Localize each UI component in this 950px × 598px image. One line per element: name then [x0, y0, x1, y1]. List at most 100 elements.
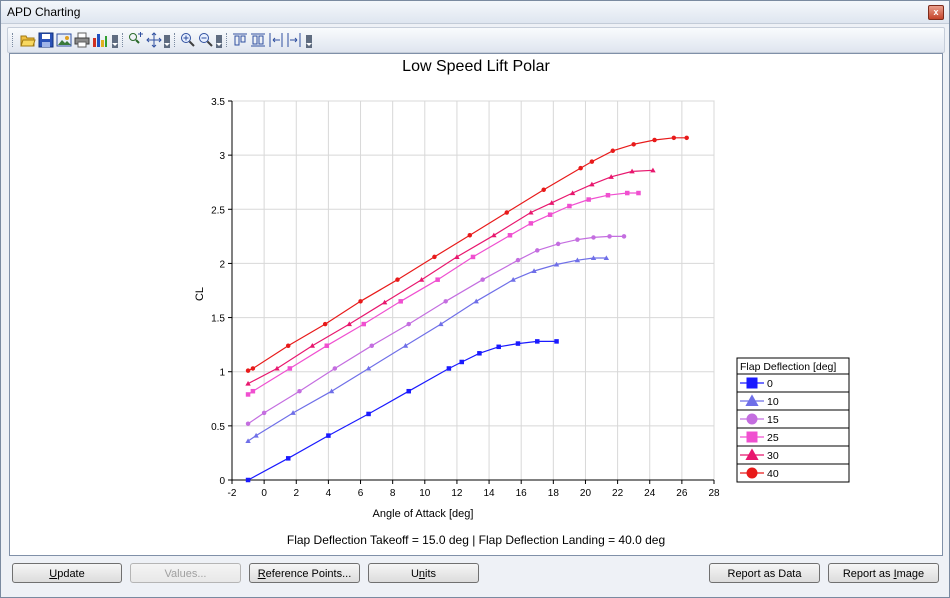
- print-icon[interactable]: [74, 32, 90, 48]
- zoom-window-icon[interactable]: [128, 32, 144, 48]
- toolbar-grip[interactable]: [12, 33, 15, 47]
- report-as-data-button[interactable]: Report as Data: [709, 563, 820, 583]
- data-point: [274, 365, 280, 371]
- series-line-0: [247, 340, 557, 481]
- data-point: [578, 165, 583, 171]
- x-tick-label: 14: [484, 488, 496, 499]
- data-point: [535, 339, 540, 344]
- x-tick-label: 10: [419, 488, 431, 499]
- open-folder-icon[interactable]: [20, 32, 36, 48]
- values-button[interactable]: Values...: [130, 563, 241, 583]
- data-point: [297, 388, 302, 394]
- x-tick-label: 16: [516, 488, 528, 499]
- data-point: [631, 142, 636, 147]
- legend-marker-0: [746, 377, 758, 389]
- data-point: [406, 321, 411, 327]
- x-tick-label: 22: [612, 488, 624, 499]
- lift-polar-chart: Low Speed Lift Polar -2 0 2 4 6 8 10 12 14 16 18 20…: [194, 58, 850, 547]
- series-line-10: [247, 257, 607, 442]
- data-point: [285, 456, 291, 461]
- export-image-icon[interactable]: [56, 32, 72, 48]
- layout-options-dropdown[interactable]: [306, 35, 312, 48]
- x-tick-label: 6: [358, 488, 364, 499]
- pan-crosshair-icon[interactable]: [146, 32, 162, 48]
- data-point: [477, 351, 482, 356]
- legend-entry-15: 15: [767, 414, 779, 426]
- align-bottoms-icon[interactable]: [250, 32, 266, 48]
- data-point: [290, 410, 296, 415]
- zoom-out-icon[interactable]: [198, 32, 214, 48]
- data-point: [591, 235, 596, 240]
- data-point: [245, 421, 251, 426]
- legend-entry-0: 0: [767, 378, 773, 390]
- stretch-right-icon[interactable]: [286, 32, 302, 48]
- report-as-image-button[interactable]: Report as Image: [828, 563, 939, 583]
- data-point: [245, 368, 251, 373]
- x-tick-label: -2: [228, 488, 237, 499]
- x-tick-label: 12: [451, 488, 463, 499]
- flap-deflection-note: Flap Deflection Takeoff = 15.0 deg | Fla…: [287, 533, 665, 547]
- data-point: [402, 343, 409, 348]
- data-point: [245, 438, 251, 444]
- data-point: [381, 299, 388, 305]
- x-tick-label: 24: [644, 488, 656, 499]
- data-point: [365, 365, 372, 371]
- data-point: [250, 388, 256, 394]
- x-tick-label: 20: [580, 488, 592, 499]
- data-point: [346, 321, 352, 327]
- toolbar-grip[interactable]: [174, 33, 177, 47]
- data-point: [443, 299, 448, 304]
- series-line-25: [247, 192, 639, 395]
- x-tick-label: 26: [676, 488, 688, 499]
- legend-entry-10: 10: [767, 396, 779, 408]
- update-button[interactable]: Update: [12, 563, 122, 583]
- data-point: [358, 299, 363, 304]
- data-point: [507, 233, 513, 238]
- data-point: [480, 277, 485, 282]
- series-40: [245, 135, 689, 373]
- data-point: [624, 190, 630, 196]
- data-point: [406, 388, 411, 394]
- y-tick-label: 0: [219, 476, 225, 487]
- zoom-in-icon[interactable]: [180, 32, 196, 48]
- series-10: [245, 255, 610, 444]
- data-point: [435, 277, 440, 282]
- pan-options-dropdown[interactable]: [164, 35, 170, 48]
- data-point: [549, 200, 555, 205]
- units-button[interactable]: Units: [368, 563, 479, 583]
- close-button[interactable]: x: [928, 5, 944, 20]
- legend-title: Flap Deflection [deg]: [740, 361, 836, 373]
- align-tops-icon[interactable]: [232, 32, 248, 48]
- x-tick-label: 2: [293, 488, 299, 499]
- data-point: [555, 241, 561, 247]
- stretch-left-icon[interactable]: [268, 32, 284, 48]
- data-point: [610, 148, 616, 154]
- toolbar-grip[interactable]: [226, 33, 229, 47]
- data-point: [515, 257, 521, 263]
- data-point: [245, 380, 251, 386]
- data-point: [496, 344, 501, 350]
- save-icon[interactable]: [38, 32, 54, 48]
- reference-points-button[interactable]: Reference Points...: [249, 563, 360, 583]
- data-point: [629, 168, 635, 174]
- y-tick-label: 1: [219, 368, 225, 379]
- chart-options-dropdown[interactable]: [112, 35, 118, 48]
- x-tick-label: 8: [390, 488, 396, 499]
- legend-entry-25: 25: [767, 432, 779, 444]
- y-tick-label: 2.5: [211, 205, 225, 216]
- data-point: [245, 392, 251, 397]
- bottom-button-bar: Update Values... Reference Points... Uni…: [1, 557, 949, 597]
- data-point: [636, 190, 641, 196]
- y-axis-label: CL: [194, 287, 206, 301]
- data-point: [366, 411, 371, 417]
- zoom-options-dropdown[interactable]: [216, 35, 222, 48]
- data-point: [309, 343, 316, 348]
- toolbar-grip[interactable]: [122, 33, 125, 47]
- data-point: [395, 277, 400, 282]
- data-point: [324, 343, 330, 348]
- data-point: [569, 190, 576, 196]
- legend-marker-30: [745, 448, 759, 460]
- chart-color-icon[interactable]: [92, 32, 108, 48]
- data-point: [554, 339, 559, 344]
- x-tick-label: 28: [708, 488, 720, 499]
